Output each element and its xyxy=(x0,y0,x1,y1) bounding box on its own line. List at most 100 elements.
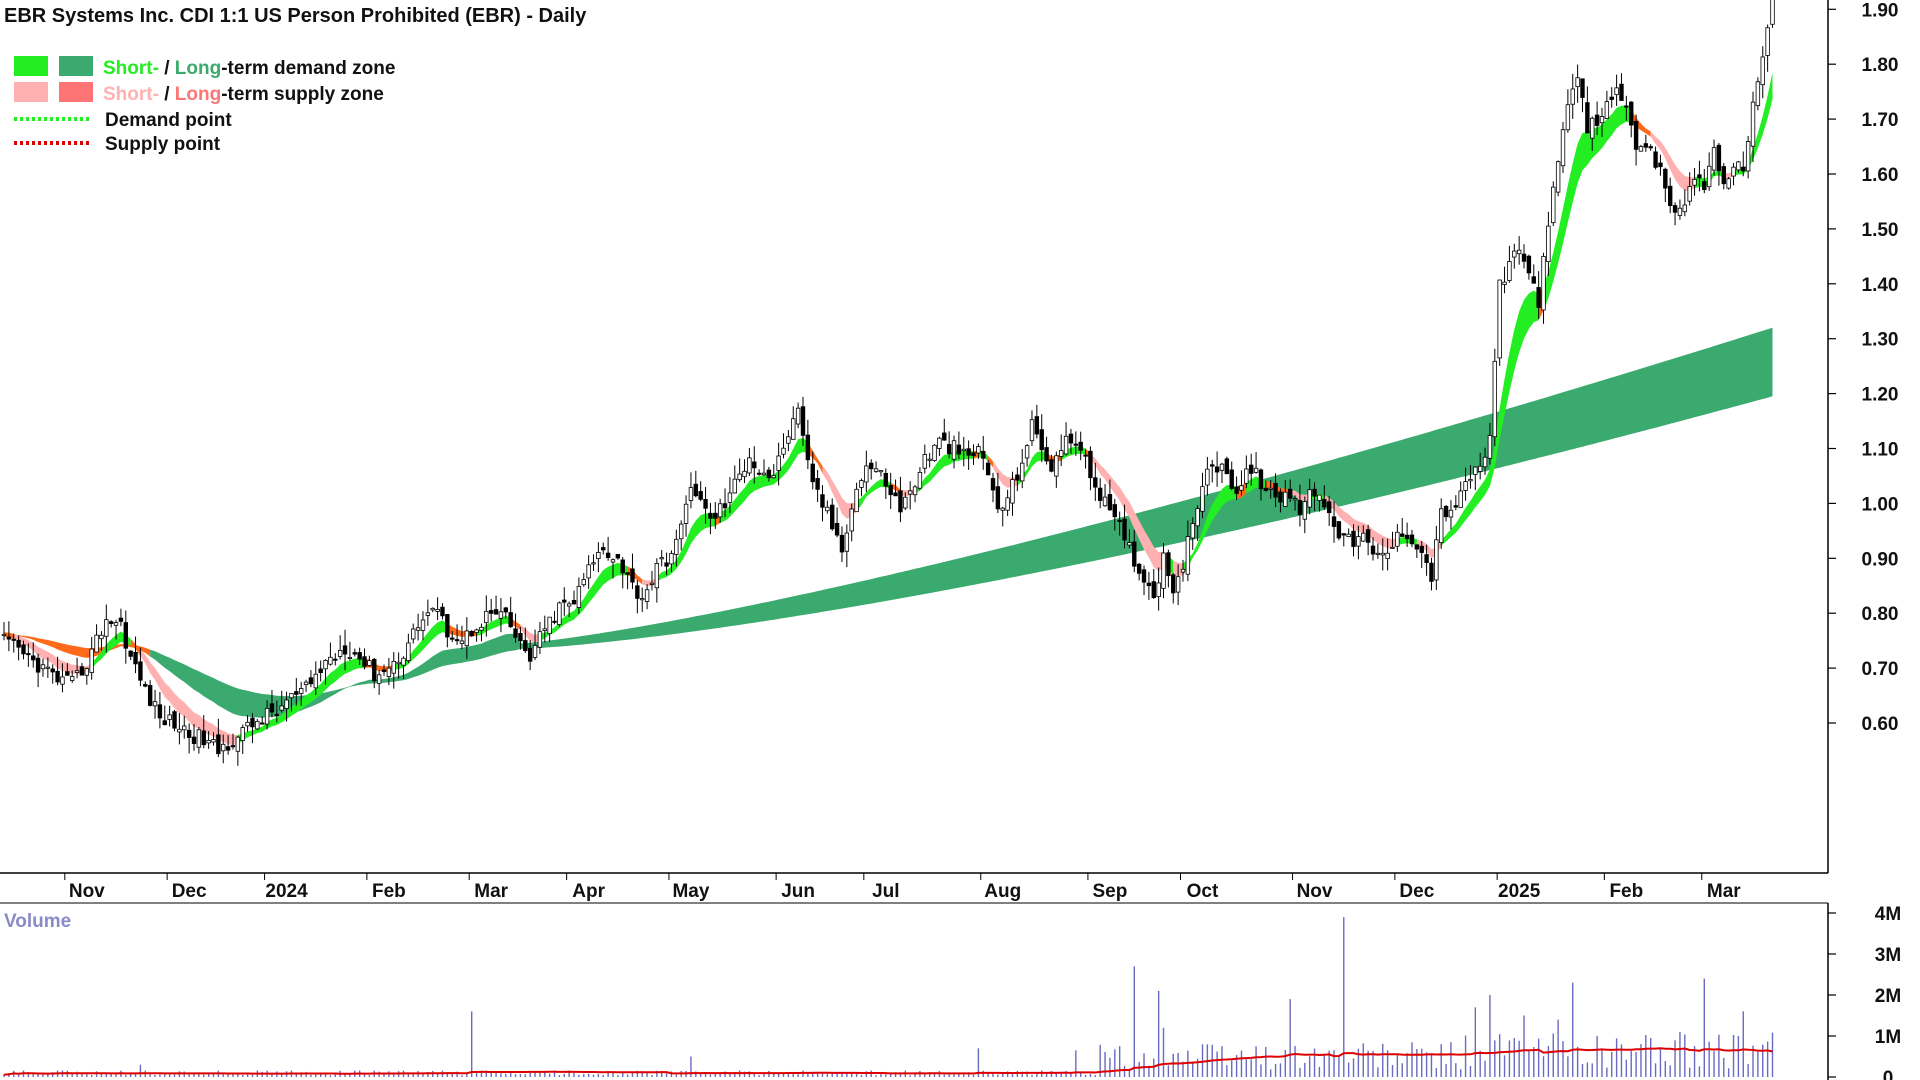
legend-supply-long: Long xyxy=(175,84,221,105)
candle xyxy=(513,613,518,643)
candle xyxy=(1326,495,1332,526)
legend-supply-sep: / xyxy=(159,84,175,105)
candle xyxy=(1117,511,1122,536)
candle xyxy=(211,732,216,746)
candle xyxy=(1643,134,1649,152)
short-term-zone-segment xyxy=(364,659,394,672)
candle xyxy=(610,558,616,579)
candle xyxy=(1419,540,1424,568)
candle xyxy=(1551,181,1556,226)
candle xyxy=(1765,24,1770,72)
candle xyxy=(752,446,757,484)
candle xyxy=(1585,86,1590,134)
short-term-zone-segment xyxy=(822,466,857,519)
candle xyxy=(401,656,406,679)
zone-bands xyxy=(4,72,1773,746)
candle xyxy=(45,657,51,678)
candle xyxy=(966,440,971,470)
volume-axis: 4M 3M 2M 1M 0 xyxy=(1828,904,1901,1080)
candle xyxy=(781,433,786,459)
candle xyxy=(1677,199,1683,220)
candle xyxy=(138,647,143,687)
candle xyxy=(776,442,781,486)
candle xyxy=(1136,562,1142,581)
candle xyxy=(810,451,815,490)
candle xyxy=(1351,524,1356,557)
candle xyxy=(1097,478,1103,509)
candle xyxy=(898,476,903,523)
volume-tick-label: 2M xyxy=(1875,986,1901,1007)
candle xyxy=(791,406,796,440)
price-tick-label: 1.50 xyxy=(1862,220,1899,241)
candle xyxy=(1482,447,1488,475)
candle xyxy=(688,472,694,509)
short-term-zone-segment xyxy=(988,455,993,468)
candle xyxy=(878,470,884,477)
volume-tick-label: 0 xyxy=(1883,1068,1894,1080)
candle xyxy=(1307,478,1312,515)
candle xyxy=(89,636,94,680)
candle xyxy=(1741,151,1746,177)
candle xyxy=(1531,264,1536,284)
candle xyxy=(411,623,416,644)
candle xyxy=(1745,136,1751,179)
time-tick-label: May xyxy=(672,881,709,902)
candle xyxy=(415,613,421,641)
candle xyxy=(186,723,192,754)
time-axis: Nov Dec 2024 Feb Mar Apr May Jun Jul Aug Sep Oct Nov… xyxy=(64,873,1741,902)
candle xyxy=(1258,468,1264,501)
candle xyxy=(1575,64,1580,103)
candle xyxy=(1210,459,1215,483)
candle xyxy=(391,652,396,689)
candle xyxy=(1146,571,1152,600)
candle xyxy=(1711,139,1717,176)
candle xyxy=(11,633,16,653)
candle xyxy=(971,444,976,465)
candle xyxy=(1200,472,1205,519)
candle xyxy=(294,677,299,706)
candle xyxy=(245,714,250,733)
candle xyxy=(1132,529,1137,573)
price-tick-label: 1.30 xyxy=(1862,330,1899,351)
volume-average-line xyxy=(3,1047,1773,1076)
volume-tick-label: 4M xyxy=(1875,904,1901,925)
candle xyxy=(844,524,850,568)
candle xyxy=(727,477,733,514)
candle xyxy=(557,601,562,627)
candle xyxy=(786,429,791,452)
candle xyxy=(756,469,762,476)
time-tick-label: Dec xyxy=(172,881,207,902)
candle xyxy=(21,640,26,660)
candle xyxy=(430,607,435,613)
short-term-zone-segment xyxy=(1723,172,1734,179)
candle xyxy=(216,718,221,758)
volume-tick-label: 3M xyxy=(1875,945,1901,966)
candle xyxy=(26,643,31,667)
candle xyxy=(104,604,109,653)
candle xyxy=(532,629,538,661)
candle xyxy=(1156,567,1161,611)
candle xyxy=(1175,564,1181,606)
candle xyxy=(1029,410,1035,447)
candle xyxy=(1546,211,1551,276)
price-tick-label: 0.70 xyxy=(1862,659,1899,680)
candle xyxy=(464,617,470,660)
chart-legend: Short- / Long-term demand zone Short- / … xyxy=(14,56,395,155)
candle xyxy=(1078,431,1083,461)
candle xyxy=(74,657,80,679)
candle xyxy=(644,584,650,610)
candle xyxy=(1224,456,1230,475)
candle xyxy=(1624,95,1629,121)
candle xyxy=(352,648,357,657)
candle xyxy=(625,572,630,590)
candle xyxy=(1702,169,1707,194)
legend-swatch-short-supply xyxy=(14,82,48,102)
legend-demand-point: Demand point xyxy=(105,110,232,131)
candle xyxy=(177,712,182,745)
candle xyxy=(1555,160,1561,197)
candle xyxy=(274,700,280,723)
candle xyxy=(469,630,474,637)
time-tick-label: Dec xyxy=(1399,881,1434,902)
candle xyxy=(990,472,996,503)
candle xyxy=(1346,528,1351,538)
